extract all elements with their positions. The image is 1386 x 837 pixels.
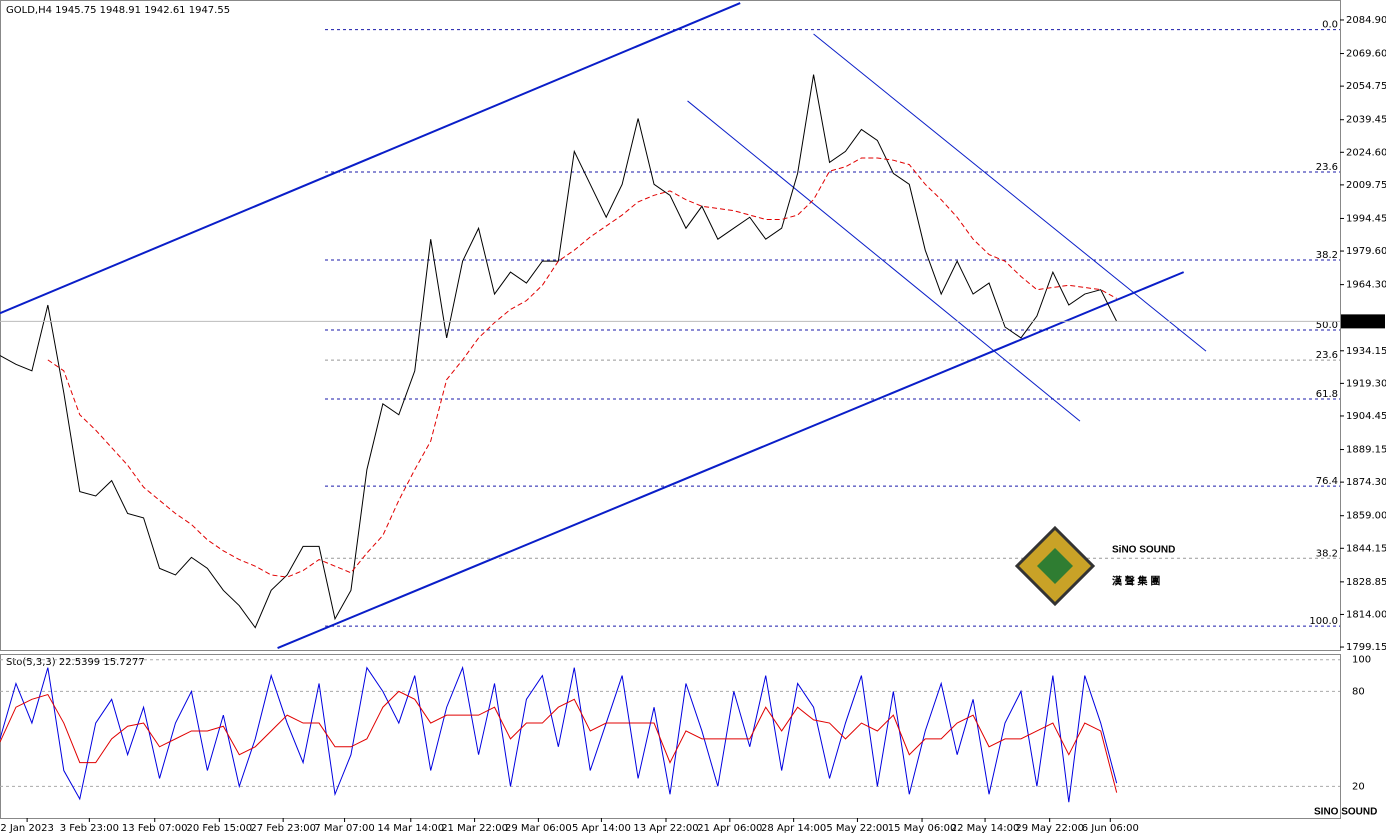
y-tick-label: 1799.15 — [1346, 642, 1386, 653]
logo-mark-inner — [1037, 548, 1073, 584]
y-tick-label: 1844.15 — [1346, 543, 1386, 554]
price-line — [0, 74, 1118, 629]
y-tick-label: 1904.45 — [1346, 411, 1386, 422]
x-tick-label: 22 May 14:00 — [951, 823, 1020, 834]
last-price-label: 1947.55 — [1344, 316, 1385, 327]
y-tick-label: 80 — [1352, 686, 1365, 697]
stoch-title: Sto(5,3,3) 22.5399 15.7277 — [6, 657, 145, 668]
trendline — [277, 271, 1185, 649]
fib-label: 38.2 — [1316, 548, 1338, 559]
y-tick-label: 1889.15 — [1346, 445, 1386, 456]
y-tick-label: 2054.75 — [1346, 81, 1386, 92]
trendline — [813, 33, 1207, 352]
x-tick-label: 13 Feb 07:00 — [122, 823, 188, 834]
last-price-box — [1341, 314, 1385, 329]
x-tick-label: 3 Feb 23:00 — [60, 823, 119, 834]
y-tick-label: 1994.45 — [1346, 213, 1386, 224]
stoch-line — [0, 690, 1118, 793]
fib-label: 0.0 — [1322, 20, 1338, 31]
y-tick-label: 1934.15 — [1346, 346, 1386, 357]
fib-label: 23.6 — [1316, 350, 1338, 361]
y-tick-label: 1964.30 — [1346, 280, 1386, 291]
x-tick-label: 7 Mar 07:00 — [314, 823, 374, 834]
x-tick-label: 29 Mar 06:00 — [505, 823, 572, 834]
fib-label: 38.2 — [1316, 250, 1338, 261]
y-tick-label: 2084.90 — [1346, 15, 1386, 26]
y-tick-label: 1814.00 — [1346, 609, 1386, 620]
fib-label: 76.4 — [1316, 476, 1338, 487]
x-tick-label: 14 Mar 14:00 — [377, 823, 444, 834]
fib-label: 23.6 — [1316, 162, 1338, 173]
x-tick-label: 21 Mar 22:00 — [441, 823, 508, 834]
fib-label: 50.0 — [1316, 320, 1338, 331]
x-tick-label: 29 May 22:00 — [1015, 823, 1084, 834]
y-tick-label: 2009.75 — [1346, 180, 1386, 191]
trendline — [687, 100, 1081, 422]
y-tick-label: 20 — [1352, 781, 1365, 792]
logo-name: SiNO SOUND — [1112, 545, 1175, 556]
x-tick-label: 6 Jun 06:00 — [1082, 823, 1139, 834]
y-tick-label: 1859.00 — [1346, 511, 1386, 522]
price-title: GOLD,H4 1945.75 1948.91 1942.61 1947.55 — [6, 5, 230, 16]
logo-chinese: 漢 聲 集 團 — [1112, 575, 1160, 588]
x-tick-label: 20 Feb 15:00 — [187, 823, 253, 834]
x-tick-label: 28 Apr 14:00 — [761, 823, 826, 834]
x-tick-label: 5 May 22:00 — [826, 823, 888, 834]
y-tick-label: 2024.60 — [1346, 147, 1386, 158]
x-tick-label: 15 May 06:00 — [888, 823, 957, 834]
moving-average — [47, 157, 1117, 578]
y-tick-label: 1828.85 — [1346, 577, 1386, 588]
trendline — [0, 2, 741, 315]
logo-small: SINO SOUND — [1314, 807, 1377, 818]
logo: SiNO SOUND 漢 聲 集 團 — [1014, 525, 1175, 607]
y-tick-label: 1919.30 — [1346, 378, 1386, 389]
y-tick-label: 2039.45 — [1346, 115, 1386, 126]
x-tick-label: 21 Apr 06:00 — [697, 823, 762, 834]
x-tick-label: 13 Apr 22:00 — [633, 823, 698, 834]
x-tick-label: 2 Jan 2023 — [0, 823, 54, 834]
y-tick-label: 1874.30 — [1346, 477, 1386, 488]
y-tick-label: 2069.60 — [1346, 49, 1386, 60]
x-tick-label: 5 Apr 14:00 — [572, 823, 631, 834]
price-panel — [0, 0, 1341, 651]
stoch-line — [0, 665, 1118, 803]
y-tick-label: 1979.60 — [1346, 246, 1386, 257]
y-tick-label: 100 — [1352, 655, 1371, 666]
fib-label: 61.8 — [1316, 389, 1338, 400]
x-tick-label: 27 Feb 23:00 — [250, 823, 316, 834]
fib-label: 100.0 — [1309, 616, 1338, 627]
